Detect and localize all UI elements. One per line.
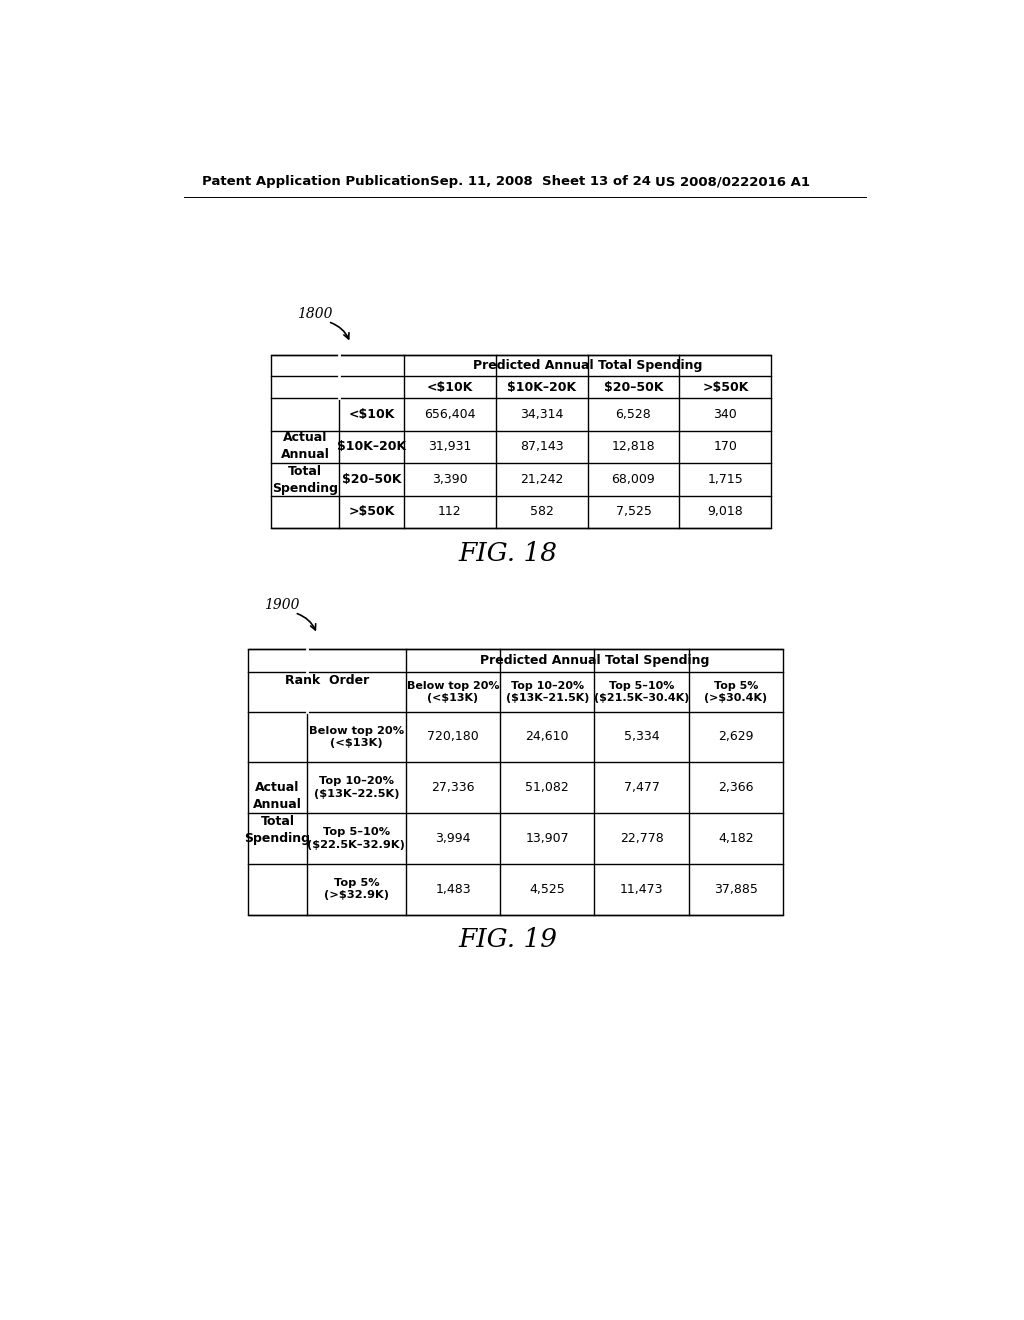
Text: 11,473: 11,473 — [620, 883, 664, 896]
Text: 68,009: 68,009 — [611, 473, 655, 486]
Text: Rank  Order: Rank Order — [285, 673, 369, 686]
Text: $10K–20K: $10K–20K — [337, 441, 406, 453]
Text: 27,336: 27,336 — [431, 781, 475, 795]
Text: Top 5%
(>$30.4K): Top 5% (>$30.4K) — [705, 681, 767, 704]
Text: Top 5–10%
($21.5K–30.4K): Top 5–10% ($21.5K–30.4K) — [594, 681, 689, 704]
Text: 2,366: 2,366 — [718, 781, 754, 795]
Text: 12,818: 12,818 — [611, 441, 655, 453]
Text: Top 10–20%
($13K–21.5K): Top 10–20% ($13K–21.5K) — [506, 681, 589, 704]
Text: 170: 170 — [714, 441, 737, 453]
Text: 4,525: 4,525 — [529, 883, 565, 896]
Text: <$10K: <$10K — [427, 380, 473, 393]
Text: 340: 340 — [714, 408, 737, 421]
Text: Predicted Annual Total Spending: Predicted Annual Total Spending — [473, 359, 702, 372]
Text: 9,018: 9,018 — [708, 506, 743, 519]
Text: Top 5–10%
($22.5K–32.9K): Top 5–10% ($22.5K–32.9K) — [307, 828, 406, 850]
Text: 22,778: 22,778 — [620, 832, 664, 845]
Text: 87,143: 87,143 — [520, 441, 563, 453]
Text: Sep. 11, 2008  Sheet 13 of 24: Sep. 11, 2008 Sheet 13 of 24 — [430, 176, 651, 187]
Text: >$50K: >$50K — [702, 380, 749, 393]
Text: 34,314: 34,314 — [520, 408, 563, 421]
Text: Below top 20%
(<$13K): Below top 20% (<$13K) — [309, 726, 404, 748]
Text: 656,404: 656,404 — [424, 408, 475, 421]
Text: 720,180: 720,180 — [427, 730, 479, 743]
Text: 13,907: 13,907 — [525, 832, 569, 845]
Text: 21,242: 21,242 — [520, 473, 563, 486]
Text: Actual
Annual
Total
Spending: Actual Annual Total Spending — [272, 432, 338, 495]
Text: 1,483: 1,483 — [435, 883, 471, 896]
Text: FIG. 19: FIG. 19 — [459, 928, 557, 953]
Text: Predicted Annual Total Spending: Predicted Annual Total Spending — [479, 655, 709, 667]
Text: US 2008/0222016 A1: US 2008/0222016 A1 — [655, 176, 810, 187]
Text: 37,885: 37,885 — [714, 883, 758, 896]
Text: 2,629: 2,629 — [718, 730, 754, 743]
Text: 51,082: 51,082 — [525, 781, 569, 795]
Text: 6,528: 6,528 — [615, 408, 651, 421]
Text: 582: 582 — [529, 506, 554, 519]
Text: $10K–20K: $10K–20K — [507, 380, 577, 393]
Text: 3,390: 3,390 — [432, 473, 468, 486]
Text: $20–50K: $20–50K — [342, 473, 401, 486]
Text: 7,525: 7,525 — [615, 506, 651, 519]
Text: <$10K: <$10K — [348, 408, 394, 421]
Text: Actual
Annual
Total
Spending: Actual Annual Total Spending — [245, 781, 310, 845]
Text: 5,334: 5,334 — [624, 730, 659, 743]
Text: 24,610: 24,610 — [525, 730, 569, 743]
Text: 1800: 1800 — [297, 308, 333, 321]
Text: 3,994: 3,994 — [435, 832, 471, 845]
Text: 4,182: 4,182 — [718, 832, 754, 845]
Text: $20–50K: $20–50K — [604, 380, 664, 393]
Text: FIG. 18: FIG. 18 — [459, 541, 557, 566]
Text: 1900: 1900 — [263, 598, 299, 612]
Text: >$50K: >$50K — [348, 506, 394, 519]
Text: Patent Application Publication: Patent Application Publication — [202, 176, 429, 187]
Text: 1,715: 1,715 — [708, 473, 743, 486]
Text: Top 5%
(>$32.9K): Top 5% (>$32.9K) — [324, 878, 389, 900]
Bar — [248, 649, 783, 915]
Text: Below top 20%
(<$13K): Below top 20% (<$13K) — [407, 681, 500, 704]
Text: 112: 112 — [438, 506, 462, 519]
Text: Top 10–20%
($13K–22.5K): Top 10–20% ($13K–22.5K) — [313, 776, 399, 799]
Text: 31,931: 31,931 — [428, 441, 471, 453]
Text: 7,477: 7,477 — [624, 781, 659, 795]
Bar — [271, 355, 771, 528]
